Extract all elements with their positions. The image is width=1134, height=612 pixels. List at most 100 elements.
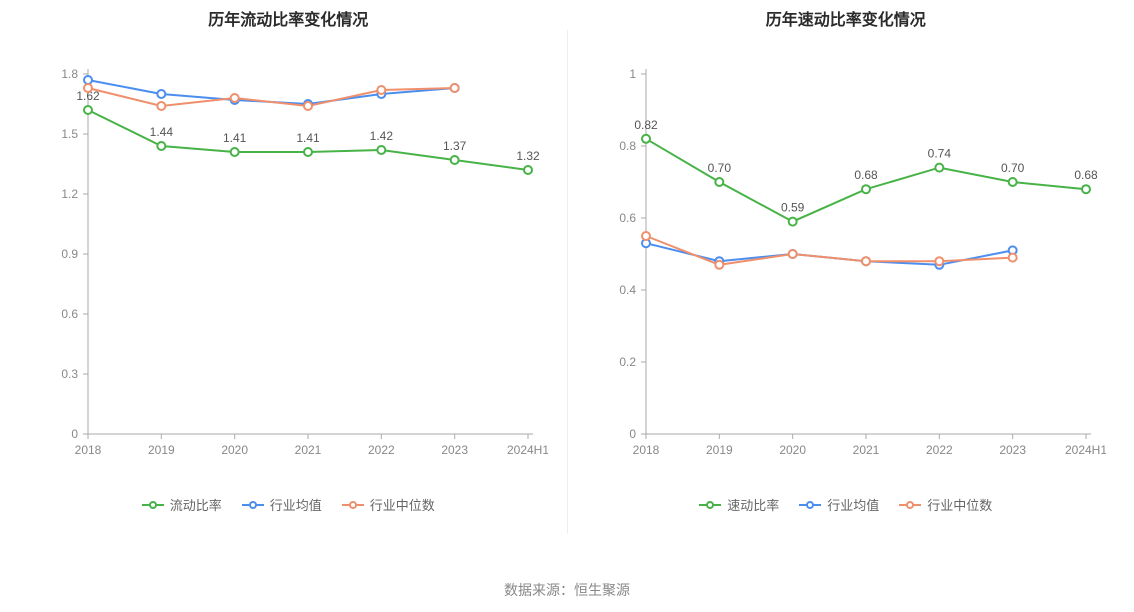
x-tick-label: 2020 (779, 443, 806, 457)
x-tick-label: 2024H1 (1065, 443, 1106, 457)
series-marker (84, 76, 92, 84)
y-tick-label: 0.9 (62, 247, 79, 261)
value-label: 0.82 (634, 118, 658, 132)
series-marker (231, 94, 239, 102)
right-chart-panel: 历年速动比率变化情况 0 0.2 0.4 0.6 0.8 1 2018 2019 2020 202… (568, 0, 1125, 574)
legend-label: 行业中位数 (370, 495, 435, 514)
series-marker (715, 261, 723, 269)
value-label: 0.68 (854, 168, 878, 182)
series-marker (1008, 254, 1016, 262)
series-marker (378, 86, 386, 94)
value-label: 1.44 (150, 125, 174, 139)
x-tick-label: 2018 (75, 443, 102, 457)
series-marker (304, 102, 312, 110)
legend-item[interactable]: 行业中位数 (342, 495, 435, 514)
y-tick-label: 0.8 (619, 139, 636, 153)
y-tick-label: 0.6 (62, 307, 79, 321)
legend-label: 行业中位数 (927, 495, 992, 514)
value-label: 1.37 (443, 139, 467, 153)
series-marker (1008, 178, 1016, 186)
series-marker (304, 148, 312, 156)
value-label: 0.70 (707, 161, 731, 175)
legend-swatch-icon (899, 499, 921, 511)
value-label: 0.68 (1074, 168, 1098, 182)
legend-item[interactable]: 行业均值 (799, 495, 879, 514)
left-chart-title: 历年流动比率变化情况 (208, 6, 368, 30)
page-root: 历年流动比率变化情况 0 0.3 0.6 0.9 1.2 1.5 1.8 2018 2019 20… (0, 0, 1134, 612)
x-tick-label: 2024H1 (507, 443, 548, 457)
series-marker (378, 146, 386, 154)
series-marker (935, 164, 943, 172)
value-label: 1.41 (223, 131, 247, 145)
legend-label: 行业均值 (827, 495, 879, 514)
y-tick-label: 0.4 (619, 283, 636, 297)
series-marker (158, 102, 166, 110)
legend-label: 流动比率 (170, 495, 222, 514)
legend-item[interactable]: 行业中位数 (899, 495, 992, 514)
series-line (646, 243, 1013, 265)
chart-legend: 流动比率 行业均值 行业中位数 (28, 495, 548, 514)
series-marker (84, 84, 92, 92)
right-chart-area: 00.20.40.60.8120182019202020212022202320… (586, 34, 1106, 514)
legend-label: 行业均值 (270, 495, 322, 514)
y-tick-label: 1.8 (62, 67, 79, 81)
chart-svg: 00.30.60.91.21.51.8201820192020202120222… (28, 34, 548, 514)
legend-swatch-icon (242, 499, 264, 511)
x-tick-label: 2022 (926, 443, 953, 457)
y-tick-label: 1.2 (62, 187, 79, 201)
series-line (646, 236, 1013, 265)
legend-swatch-icon (699, 499, 721, 511)
x-tick-label: 2019 (706, 443, 733, 457)
chart-svg: 00.20.40.60.8120182019202020212022202320… (586, 34, 1106, 514)
x-tick-label: 2018 (632, 443, 659, 457)
series-marker (451, 84, 459, 92)
y-tick-label: 1.5 (62, 127, 79, 141)
series-marker (642, 135, 650, 143)
legend-label: 速动比率 (727, 495, 779, 514)
series-marker (862, 185, 870, 193)
chart-legend: 速动比率 行业均值 行业中位数 (586, 495, 1106, 514)
series-line (88, 80, 455, 104)
x-tick-label: 2022 (368, 443, 395, 457)
x-tick-label: 2023 (999, 443, 1026, 457)
value-label: 0.70 (1001, 161, 1025, 175)
series-marker (935, 257, 943, 265)
legend-swatch-icon (142, 499, 164, 511)
data-source-footer: 数据来源：恒生聚源 (0, 574, 1134, 612)
series-marker (788, 218, 796, 226)
legend-item[interactable]: 行业均值 (242, 495, 322, 514)
x-tick-label: 2023 (442, 443, 469, 457)
y-tick-label: 0 (629, 427, 636, 441)
legend-swatch-icon (799, 499, 821, 511)
series-marker (1082, 185, 1090, 193)
series-marker (84, 106, 92, 114)
series-marker (715, 178, 723, 186)
value-label: 1.41 (297, 131, 321, 145)
right-chart-title: 历年速动比率变化情况 (766, 6, 926, 30)
series-marker (788, 250, 796, 258)
x-tick-label: 2019 (148, 443, 175, 457)
value-label: 0.59 (781, 201, 805, 215)
left-chart-area: 00.30.60.91.21.51.8201820192020202120222… (28, 34, 548, 514)
x-tick-label: 2020 (222, 443, 249, 457)
series-marker (524, 166, 532, 174)
series-marker (158, 142, 166, 150)
x-tick-label: 2021 (295, 443, 322, 457)
legend-item[interactable]: 流动比率 (142, 495, 222, 514)
series-marker (862, 257, 870, 265)
series-marker (642, 232, 650, 240)
y-tick-label: 0.2 (619, 355, 636, 369)
series-marker (231, 148, 239, 156)
series-marker (451, 156, 459, 164)
left-chart-panel: 历年流动比率变化情况 00.30.60.91.21.51.82018201920… (10, 0, 567, 574)
charts-row: 历年流动比率变化情况 0 0.3 0.6 0.9 1.2 1.5 1.8 2018 2019 20… (0, 0, 1134, 574)
legend-item[interactable]: 速动比率 (699, 495, 779, 514)
y-tick-label: 1 (629, 67, 636, 81)
legend-swatch-icon (342, 499, 364, 511)
y-tick-label: 0.3 (62, 367, 79, 381)
value-label: 1.32 (517, 149, 541, 163)
series-marker (158, 90, 166, 98)
value-label: 0.74 (927, 147, 951, 161)
y-tick-label: 0.6 (619, 211, 636, 225)
value-label: 1.42 (370, 129, 394, 143)
